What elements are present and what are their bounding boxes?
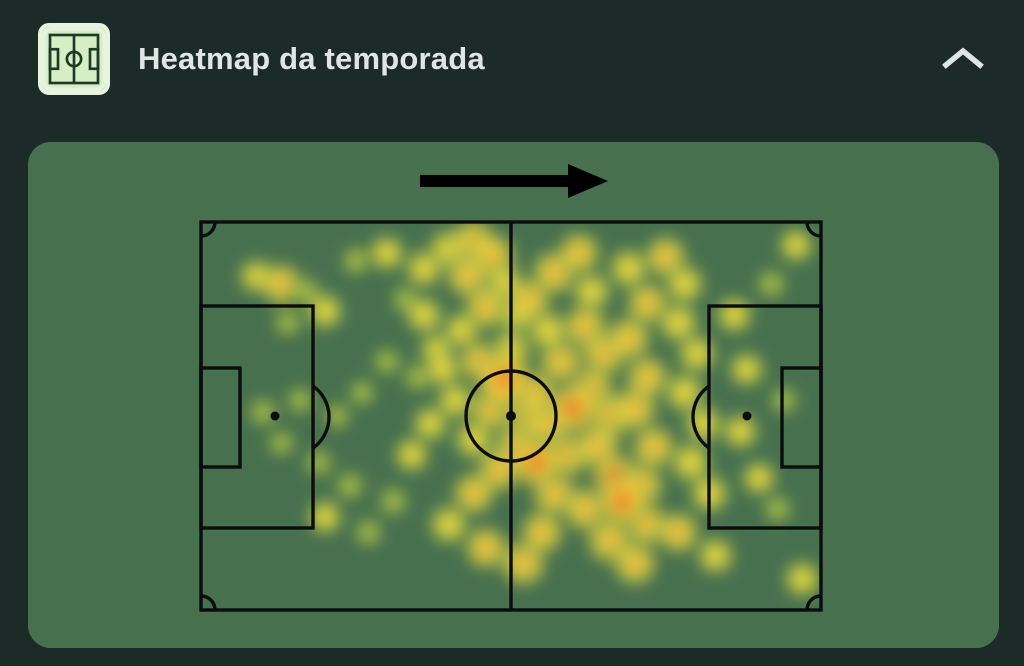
heat-point: [710, 291, 758, 339]
left-penalty-arc: [311, 384, 331, 450]
heat-point: [302, 494, 348, 540]
heat-point: [342, 372, 383, 413]
heat-point: [678, 399, 728, 449]
corner-arc-bottom-left: [200, 594, 217, 611]
heat-point: [280, 380, 321, 421]
left-penalty-spot: [270, 411, 280, 421]
heat-point: [773, 222, 819, 268]
centre-spot: [506, 411, 516, 421]
heat-point: [717, 408, 764, 455]
heat-point: [749, 262, 794, 307]
corner-arc-bottom-right: [805, 594, 822, 611]
panel-header: Heatmap da temporada: [0, 0, 1024, 118]
heat-point: [241, 391, 285, 434]
heat-point: [736, 455, 782, 501]
heat-point: [472, 345, 537, 410]
right-penalty-spot: [742, 411, 752, 421]
pitch-heatmap-svg: [28, 142, 999, 648]
heat-point: [723, 346, 770, 393]
heat-point: [298, 441, 340, 484]
heat-point: [301, 287, 349, 335]
heat-point: [541, 377, 605, 440]
corner-arc-top-right: [805, 221, 822, 238]
heat-point: [505, 431, 567, 494]
heat-point: [371, 479, 416, 524]
left-goal-area: [199, 366, 242, 469]
heat-point: [267, 302, 309, 344]
chevron-up-icon: [942, 47, 984, 69]
heatmap-card: [28, 142, 999, 648]
heatmap-layer: [233, 222, 821, 603]
heat-point: [651, 505, 706, 560]
heat-point: [763, 379, 805, 422]
arrow-right-icon: [420, 164, 608, 198]
heat-point: [659, 258, 711, 310]
page-title: Heatmap da temporada: [138, 41, 485, 76]
heat-point: [328, 464, 372, 508]
heat-point: [363, 229, 411, 277]
heat-point: [591, 470, 654, 533]
pitch-heatmap-stage: [28, 142, 999, 648]
heat-point: [778, 555, 821, 603]
centre-circle: [464, 369, 558, 463]
football-pitch-icon: [38, 23, 110, 95]
heat-point: [366, 341, 408, 383]
corner-arc-top-left: [200, 221, 217, 238]
heat-point: [400, 290, 449, 340]
right-goal-area: [780, 366, 823, 469]
heat-point: [347, 511, 390, 554]
right-penalty-arc: [691, 384, 711, 450]
heat-point: [691, 531, 740, 580]
heat-point: [318, 396, 357, 436]
heat-point: [756, 488, 799, 531]
collapse-panel-button[interactable]: [936, 32, 990, 86]
heat-point: [261, 423, 302, 464]
pitch-spots: [270, 411, 752, 421]
